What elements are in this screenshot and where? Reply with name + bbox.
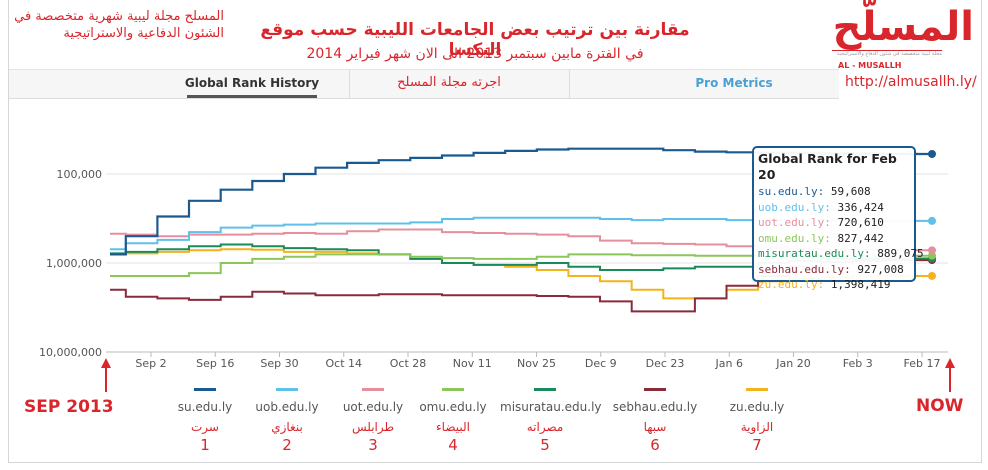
tooltip-site: uob.edu.ly: xyxy=(758,200,831,214)
legend-swatch xyxy=(746,388,768,391)
legend-label: uot.edu.ly xyxy=(342,400,404,414)
tooltip-row: sebhau.edu.ly: 927,008 xyxy=(758,262,910,278)
active-tab-indicator xyxy=(187,95,317,98)
logo-wordmark: المسلّح xyxy=(832,4,974,50)
legend-swatch xyxy=(194,388,216,391)
tab-global-rank-history[interactable]: Global Rank History xyxy=(184,76,320,90)
series-endpoint-su[interactable] xyxy=(928,150,936,159)
tooltip-row: zu.edu.ly: 1,398,419 xyxy=(758,277,910,293)
tooltip-value: 1,398,419 xyxy=(824,278,891,291)
legend-number: 7 xyxy=(752,436,762,454)
tooltip-value: 827,442 xyxy=(830,231,884,245)
x-tick-label: Jan 6 xyxy=(715,357,743,370)
x-tick-label: Oct 28 xyxy=(390,357,427,370)
legend-item-su[interactable]: su.edu.ly سرت 1 xyxy=(160,388,250,454)
tooltip-row: su.edu.ly: 59,608 xyxy=(758,184,910,200)
x-tick-label: Dec 9 xyxy=(585,357,617,370)
legend-label: zu.edu.ly xyxy=(729,400,785,414)
legend-number: 3 xyxy=(368,436,378,454)
legend-number: 4 xyxy=(448,436,458,454)
legend-label: uob.edu.ly xyxy=(255,400,319,414)
rank-tooltip: Global Rank for Feb 20 su.edu.ly: 59,608… xyxy=(752,146,924,291)
legend-swatch xyxy=(534,388,556,391)
tab-divider xyxy=(569,70,570,98)
x-tick-label: Sep 2 xyxy=(135,357,166,370)
legend-city-name: طرابلس xyxy=(351,420,395,434)
legend-city-name: البيضاء xyxy=(436,420,470,434)
tooltip-value: 927,008 xyxy=(850,262,904,276)
end-arrow-head xyxy=(945,358,955,368)
end-annotation: NOW xyxy=(916,396,964,416)
legend-label: su.edu.ly xyxy=(177,400,233,414)
tooltip-site: omu.edu.ly: xyxy=(758,231,831,245)
logo-english: AL - MUSALLH xyxy=(838,61,902,70)
legend-swatch xyxy=(442,388,464,391)
x-tick-label: Nov 25 xyxy=(517,357,556,370)
legend-item-sebhau[interactable]: sebhau.edu.ly سبها 6 xyxy=(610,388,700,454)
start-annotation: SEP 2013 xyxy=(24,397,114,417)
chart-legend: su.edu.ly سرت 1 uob.edu.ly بنغازي 2 uot.edu.ly… xyxy=(160,388,820,458)
x-tick-label: Nov 11 xyxy=(453,357,492,370)
legend-city-name: الزاوية xyxy=(740,420,774,434)
tooltip-value: 889,075 xyxy=(870,247,924,260)
tooltip-value: 336,424 xyxy=(830,200,884,214)
tab-bar: Global Rank History اجرته مجلة المسلح Pr… xyxy=(9,69,839,99)
x-tick-label: Oct 14 xyxy=(325,357,362,370)
tooltip-title: Global Rank for Feb 20 xyxy=(758,151,897,182)
tooltip-site: su.edu.ly: xyxy=(758,185,825,198)
legend-item-misuratau[interactable]: misuratau.edu.ly مصراته 5 xyxy=(500,388,602,454)
legend-swatch xyxy=(644,388,666,391)
legend-item-uob[interactable]: uob.edu.ly بنغازي 2 xyxy=(242,388,332,454)
legend-city-name: بنغازي xyxy=(271,420,303,434)
legend-number: 5 xyxy=(540,436,550,454)
almusallh-logo: المسلّح مجلة ليبية متخصصة في شئون الدفاع… xyxy=(832,4,978,70)
y-tick-label: 100,000 xyxy=(57,168,103,181)
site-url-link[interactable]: http://almusallh.ly/ xyxy=(845,74,977,90)
tooltip-row: uob.edu.ly: 336,424 xyxy=(758,200,910,216)
legend-swatch xyxy=(362,388,384,391)
x-tick-label: Sep 30 xyxy=(260,357,298,370)
legend-city-name: سرت xyxy=(191,420,219,434)
y-tick-label: 1,000,000 xyxy=(46,257,102,270)
tab-divider xyxy=(349,70,350,98)
x-tick-label: Feb 17 xyxy=(904,357,941,370)
legend-item-omu[interactable]: omu.edu.ly البيضاء 4 xyxy=(408,388,498,454)
series-endpoint-uob[interactable] xyxy=(928,216,936,225)
legend-label: sebhau.edu.ly xyxy=(612,400,698,414)
series-endpoint-zu[interactable] xyxy=(928,271,936,280)
x-tick-label: Sep 16 xyxy=(196,357,234,370)
legend-number: 6 xyxy=(650,436,660,454)
logo-tagline: مجلة ليبية متخصصة في شئون الدفاع والاستر… xyxy=(832,50,942,61)
tooltip-row: uot.edu.ly: 720,610 xyxy=(758,215,910,231)
legend-city-name: سبها xyxy=(643,420,667,434)
start-arrow-head xyxy=(101,358,111,368)
tooltip-site: zu.edu.ly: xyxy=(758,278,825,291)
legend-label: misuratau.edu.ly xyxy=(500,400,602,414)
tooltip-value: 720,610 xyxy=(830,216,884,229)
magazine-description: المسلح مجلة ليبية شهرية متخصصة في الشئون… xyxy=(14,9,224,41)
legend-swatch xyxy=(276,388,298,391)
legend-number: 1 xyxy=(200,436,210,454)
legend-city-name: مصراته xyxy=(526,420,564,434)
legend-item-zu[interactable]: zu.edu.ly الزاوية 7 xyxy=(712,388,802,454)
series-endpoint-uot[interactable] xyxy=(928,246,936,255)
chart-subtitle: في الفترة مابين سبتمبر 2013 الى الان شهر… xyxy=(306,46,644,62)
tooltip-value: 59,608 xyxy=(824,185,871,198)
legend-label: omu.edu.ly xyxy=(419,400,487,414)
legend-number: 2 xyxy=(282,436,292,454)
tab-annotation: اجرته مجلة المسلح xyxy=(397,75,501,90)
y-tick-label: 10,000,000 xyxy=(39,346,102,359)
tooltip-site: sebhau.edu.ly: xyxy=(758,262,851,276)
tooltip-site: uot.edu.ly: xyxy=(758,216,831,229)
x-tick-label: Dec 23 xyxy=(646,357,685,370)
tooltip-row: misuratau.edu.ly: 889,075 xyxy=(758,246,924,262)
tooltip-site: misuratau.edu.ly: xyxy=(758,247,871,260)
tooltip-row: omu.edu.ly: 827,442 xyxy=(758,231,910,247)
legend-item-uot[interactable]: uot.edu.ly طرابلس 3 xyxy=(328,388,418,454)
chart-title: مقارنة بين ترتيب بعض الجامعات الليبية حس… xyxy=(260,20,690,60)
x-tick-label: Feb 3 xyxy=(843,357,873,370)
x-tick-label: Jan 20 xyxy=(775,357,810,370)
tab-pro-metrics[interactable]: Pro Metrics xyxy=(695,76,773,90)
